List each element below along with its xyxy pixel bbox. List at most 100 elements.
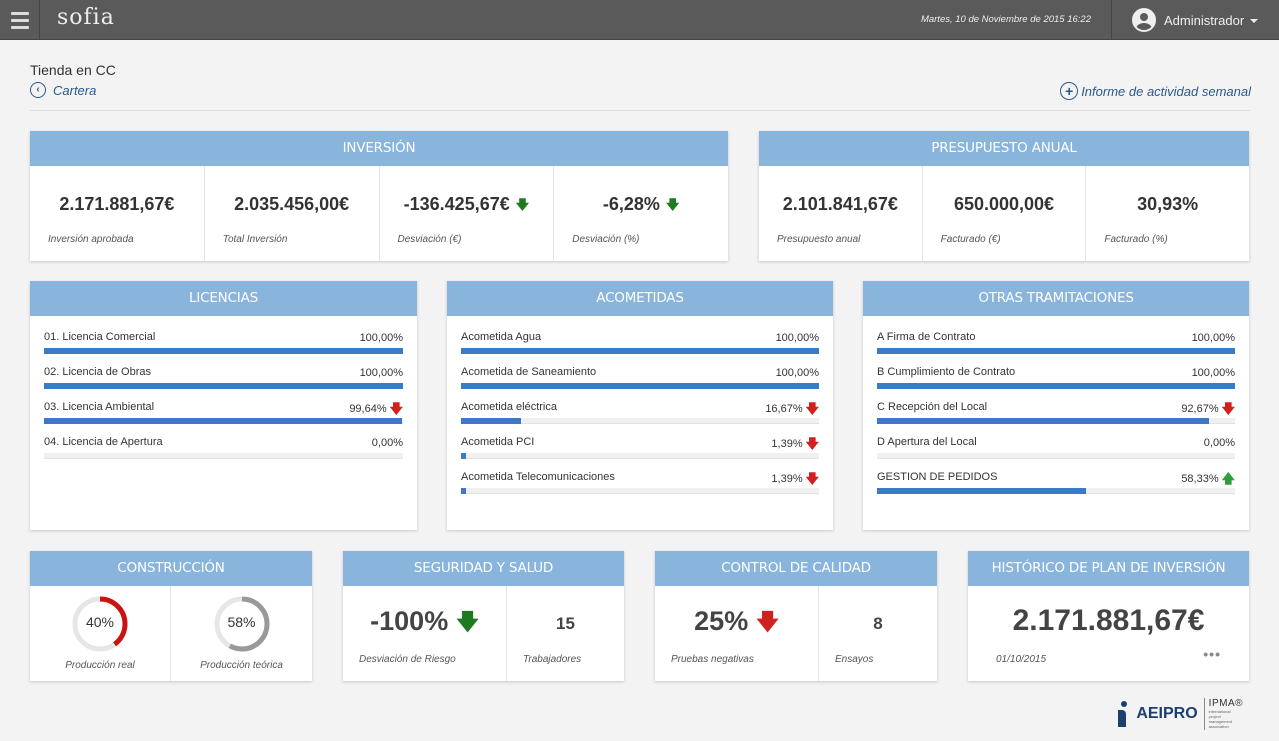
progress-value: 100,00%	[1191, 367, 1235, 379]
progress-label: C Recepción del Local	[877, 401, 988, 413]
arrow-down-icon: 🡇	[756, 608, 779, 634]
progress-fill	[461, 348, 819, 354]
kpi-label: Desviación (€)	[397, 234, 462, 245]
progress-fill	[44, 383, 403, 389]
progress-item: 03. Licencia Ambiental 99,64% 🡇	[44, 400, 403, 435]
produccion-real: 40% Producción real	[30, 586, 171, 681]
kpi-presupuesto-anual: 2.101.841,67€ Presupuesto anual	[759, 166, 923, 261]
metric-value: 15	[556, 614, 575, 633]
big-value: 25%	[694, 606, 749, 636]
progress-bar	[877, 488, 1235, 494]
progress-value: 58,33% 🡅	[1181, 471, 1235, 486]
progress-item: Acometida de Saneamiento 100,00%	[461, 365, 819, 400]
progress-label: Acometida PCI	[461, 436, 535, 448]
donut-label: Producción real	[65, 660, 135, 671]
aeipro-text: AEIPRO	[1136, 705, 1198, 722]
progress-item: Acometida Agua 100,00%	[461, 330, 819, 365]
acometidas-title: ACOMETIDAS	[447, 281, 833, 316]
progress-item: A Firma de Contrato 100,00%	[877, 330, 1235, 365]
progress-item: C Recepción del Local 92,67% 🡇	[877, 400, 1235, 435]
user-menu[interactable]: Administrador	[1111, 0, 1279, 40]
kpi-label: Presupuesto anual	[777, 234, 861, 245]
donut-arc-teorica	[214, 596, 269, 652]
progress-value: 0,00%	[1203, 437, 1235, 449]
metric-label: Pruebas negativas	[671, 654, 754, 665]
progress-bar	[44, 383, 403, 389]
user-name: Administrador	[1164, 12, 1245, 28]
progress-bar	[44, 453, 403, 459]
progress-value: 16,67% 🡇	[765, 401, 819, 416]
presupuesto-title: PRESUPUESTO ANUAL	[759, 131, 1249, 166]
brand-logo[interactable]: sofia	[57, 5, 115, 30]
progress-value: 100,00%	[775, 332, 819, 344]
progress-item: 01. Licencia Comercial 100,00%	[44, 330, 403, 365]
donut-label: Producción teórica	[200, 660, 283, 671]
progress-label: 04. Licencia de Apertura	[44, 436, 163, 448]
kpi-value: 30,93%	[1137, 194, 1199, 214]
progress-fill	[461, 418, 521, 424]
header-divider	[30, 110, 1250, 111]
progress-bar	[461, 418, 819, 424]
presupuesto-card: PRESUPUESTO ANUAL 2.101.841,67€ Presupue…	[759, 131, 1249, 261]
seguridad-card: SEGURIDAD Y SALUD -100% 🡇 Desviación de R…	[343, 551, 624, 681]
kpi-label: Desviación (%)	[572, 234, 640, 245]
donut-produccion-real: 40%	[70, 594, 130, 654]
weekly-report-label: Informe de actividad semanal	[1081, 83, 1251, 99]
donut-value: 58%	[227, 614, 256, 630]
plus-circle-icon: +	[1060, 82, 1079, 100]
progress-bar	[461, 383, 819, 389]
progress-bar	[44, 348, 403, 354]
calidad-title: CONTROL DE CALIDAD	[655, 551, 937, 586]
ipma-subtitle: international project management associa…	[1208, 709, 1233, 729]
donut-value: 40%	[85, 614, 115, 630]
progress-label: GESTION DE PEDIDOS	[877, 471, 998, 483]
chevron-left-circle-icon: ‹	[30, 82, 46, 98]
progress-bar	[877, 348, 1235, 354]
progress-value: 1,39% 🡇	[771, 436, 819, 451]
progress-value: 100,00%	[359, 332, 403, 344]
progress-bar	[461, 453, 819, 459]
progress-value: 100,00%	[775, 367, 819, 379]
progress-fill	[44, 418, 402, 424]
metric-label: Trabajadores	[523, 654, 582, 665]
otras-card: OTRAS TRAMITACIONES A Firma de Contrato 1…	[863, 281, 1249, 530]
progress-fill	[461, 453, 467, 459]
progress-fill	[877, 418, 1209, 424]
aeipro-mark-icon	[1116, 701, 1132, 727]
otras-title: OTRAS TRAMITACIONES	[863, 281, 1249, 316]
progress-label: 02. Licencia de Obras	[44, 366, 152, 378]
historico-card: HISTÓRICO DE PLAN DE INVERSIÓN 2.171.881…	[968, 551, 1249, 681]
arrow-down-icon: 🡇	[805, 401, 819, 416]
progress-item: Acometida eléctrica 16,67% 🡇	[461, 400, 819, 435]
progress-value: 99,64% 🡇	[349, 401, 403, 416]
progress-value: 100,00%	[1191, 332, 1235, 344]
arrow-down-icon: 🡇	[456, 608, 479, 634]
back-link-cartera[interactable]: ‹ Cartera	[30, 82, 96, 98]
progress-item: B Cumplimiento de Contrato 100,00%	[877, 365, 1235, 400]
progress-fill	[877, 383, 1235, 389]
progress-fill	[461, 383, 819, 389]
historico-value: 2.171.881,67€	[1012, 604, 1205, 637]
progress-item: 04. Licencia de Apertura 0,00%	[44, 435, 403, 470]
arrow-down-icon: 🡇	[805, 436, 819, 451]
ipma-text: IPMA®	[1208, 698, 1243, 709]
progress-label: Acometida eléctrica	[461, 401, 557, 413]
acometidas-card: ACOMETIDAS Acometida Agua 100,00% Acometid…	[447, 281, 833, 530]
historico-title: HISTÓRICO DE PLAN DE INVERSIÓN	[968, 551, 1249, 586]
more-options-icon[interactable]: •••	[1203, 646, 1221, 662]
big-value: -100%	[370, 606, 449, 636]
progress-value: 100,00%	[359, 367, 403, 379]
caret-down-icon	[1250, 19, 1259, 23]
back-link-label: Cartera	[53, 82, 97, 98]
arrow-down-icon: 🡇	[665, 197, 680, 212]
hamburger-icon[interactable]	[0, 0, 40, 40]
arrow-down-icon: 🡇	[805, 471, 819, 486]
progress-item: Acometida Telecomunicaciones 1,39% 🡇	[461, 470, 819, 505]
weekly-report-link[interactable]: + Informe de actividad semanal	[1060, 82, 1251, 100]
progress-label: 03. Licencia Ambiental	[44, 401, 155, 413]
progress-value: 92,67% 🡇	[1181, 401, 1235, 416]
calidad-card: CONTROL DE CALIDAD 25% 🡇 Pruebas negativa…	[655, 551, 937, 681]
acometidas-list: Acometida Agua 100,00% Acometida de Saneam…	[447, 316, 833, 505]
progress-bar	[461, 488, 819, 494]
pruebas-negativas: 25% 🡇 Pruebas negativas	[655, 586, 819, 681]
